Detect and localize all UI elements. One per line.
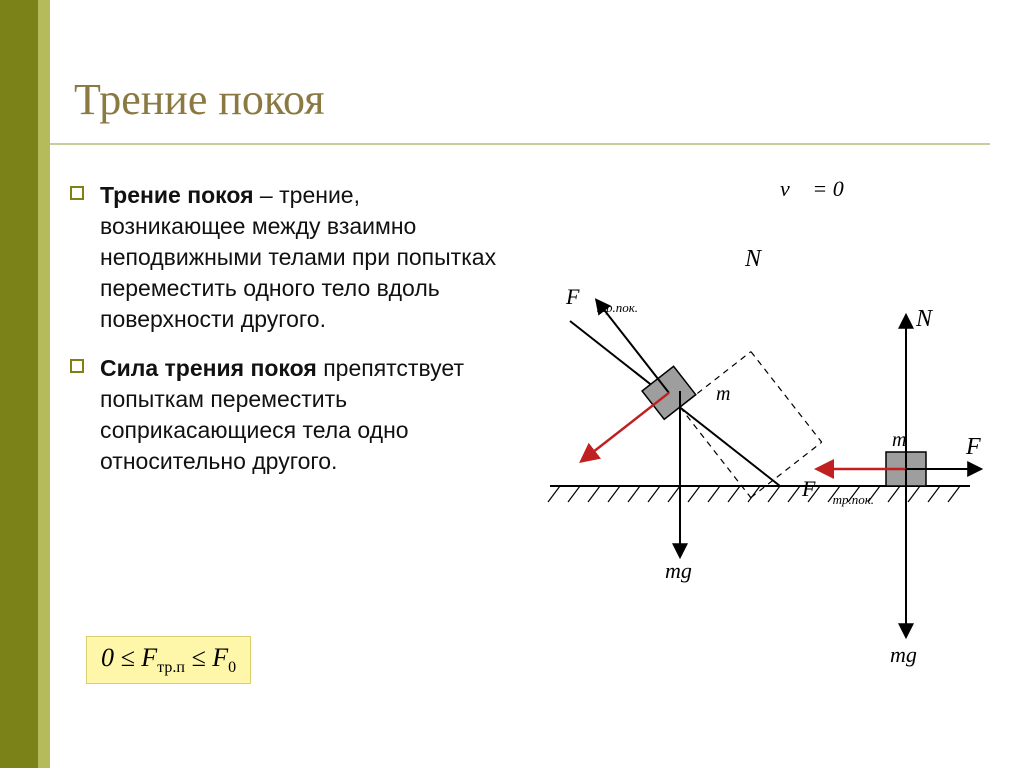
square-bullet-icon xyxy=(70,186,90,205)
flat-N-label: N⃗ xyxy=(915,306,951,332)
title-block: Трение покоя xyxy=(50,64,990,145)
bullet-2: Сила трения покоя препятствует попыткам … xyxy=(70,353,510,477)
flat-mg-label: mg⃗ xyxy=(890,642,934,667)
v-label: v⃗ = 0 xyxy=(780,176,844,201)
flat-Ftr-label: F⃗тр.пок. xyxy=(801,476,874,507)
bullet-1-text: Трение покоя – трение, возникающее между… xyxy=(100,180,510,335)
formula-left: 0 ≤ xyxy=(101,643,141,672)
formula-sub1: тр.п xyxy=(157,659,185,676)
square-bullet-icon xyxy=(70,359,90,378)
bullet-2-text: Сила трения покоя препятствует попыткам … xyxy=(100,353,510,477)
formula-F2: F xyxy=(212,643,228,672)
formula-box: 0 ≤ Fтр.п ≤ F0 xyxy=(86,636,251,684)
incline-mg-label: mg⃗ xyxy=(665,558,709,583)
accent-bar-dark xyxy=(0,0,38,768)
formula-op: ≤ xyxy=(185,643,212,672)
formula-sub2: 0 xyxy=(228,659,236,676)
formula-F1: F xyxy=(141,643,157,672)
incline-block-group xyxy=(530,245,751,475)
physics-diagram: v⃗ = 0 N⃗ F⃗тр.пок. m mg xyxy=(530,176,990,676)
ground-hatching xyxy=(548,486,960,502)
flat-F-label: F⃗ xyxy=(965,434,990,460)
page-title: Трение покоя xyxy=(74,74,970,125)
bullet-1-lead: Трение покоя xyxy=(100,182,254,208)
body-text: Трение покоя – трение, возникающее между… xyxy=(70,180,510,495)
bullet-1: Трение покоя – трение, возникающее между… xyxy=(70,180,510,335)
incline-m-label: m xyxy=(716,383,730,405)
incline-N-label: N⃗ xyxy=(744,246,780,272)
bullet-2-lead: Сила трения покоя xyxy=(100,355,317,381)
incline-Ftr-label: F⃗тр.пок. xyxy=(565,284,638,315)
flat-m-label: m xyxy=(892,429,906,451)
accent-bar-light xyxy=(38,0,50,768)
